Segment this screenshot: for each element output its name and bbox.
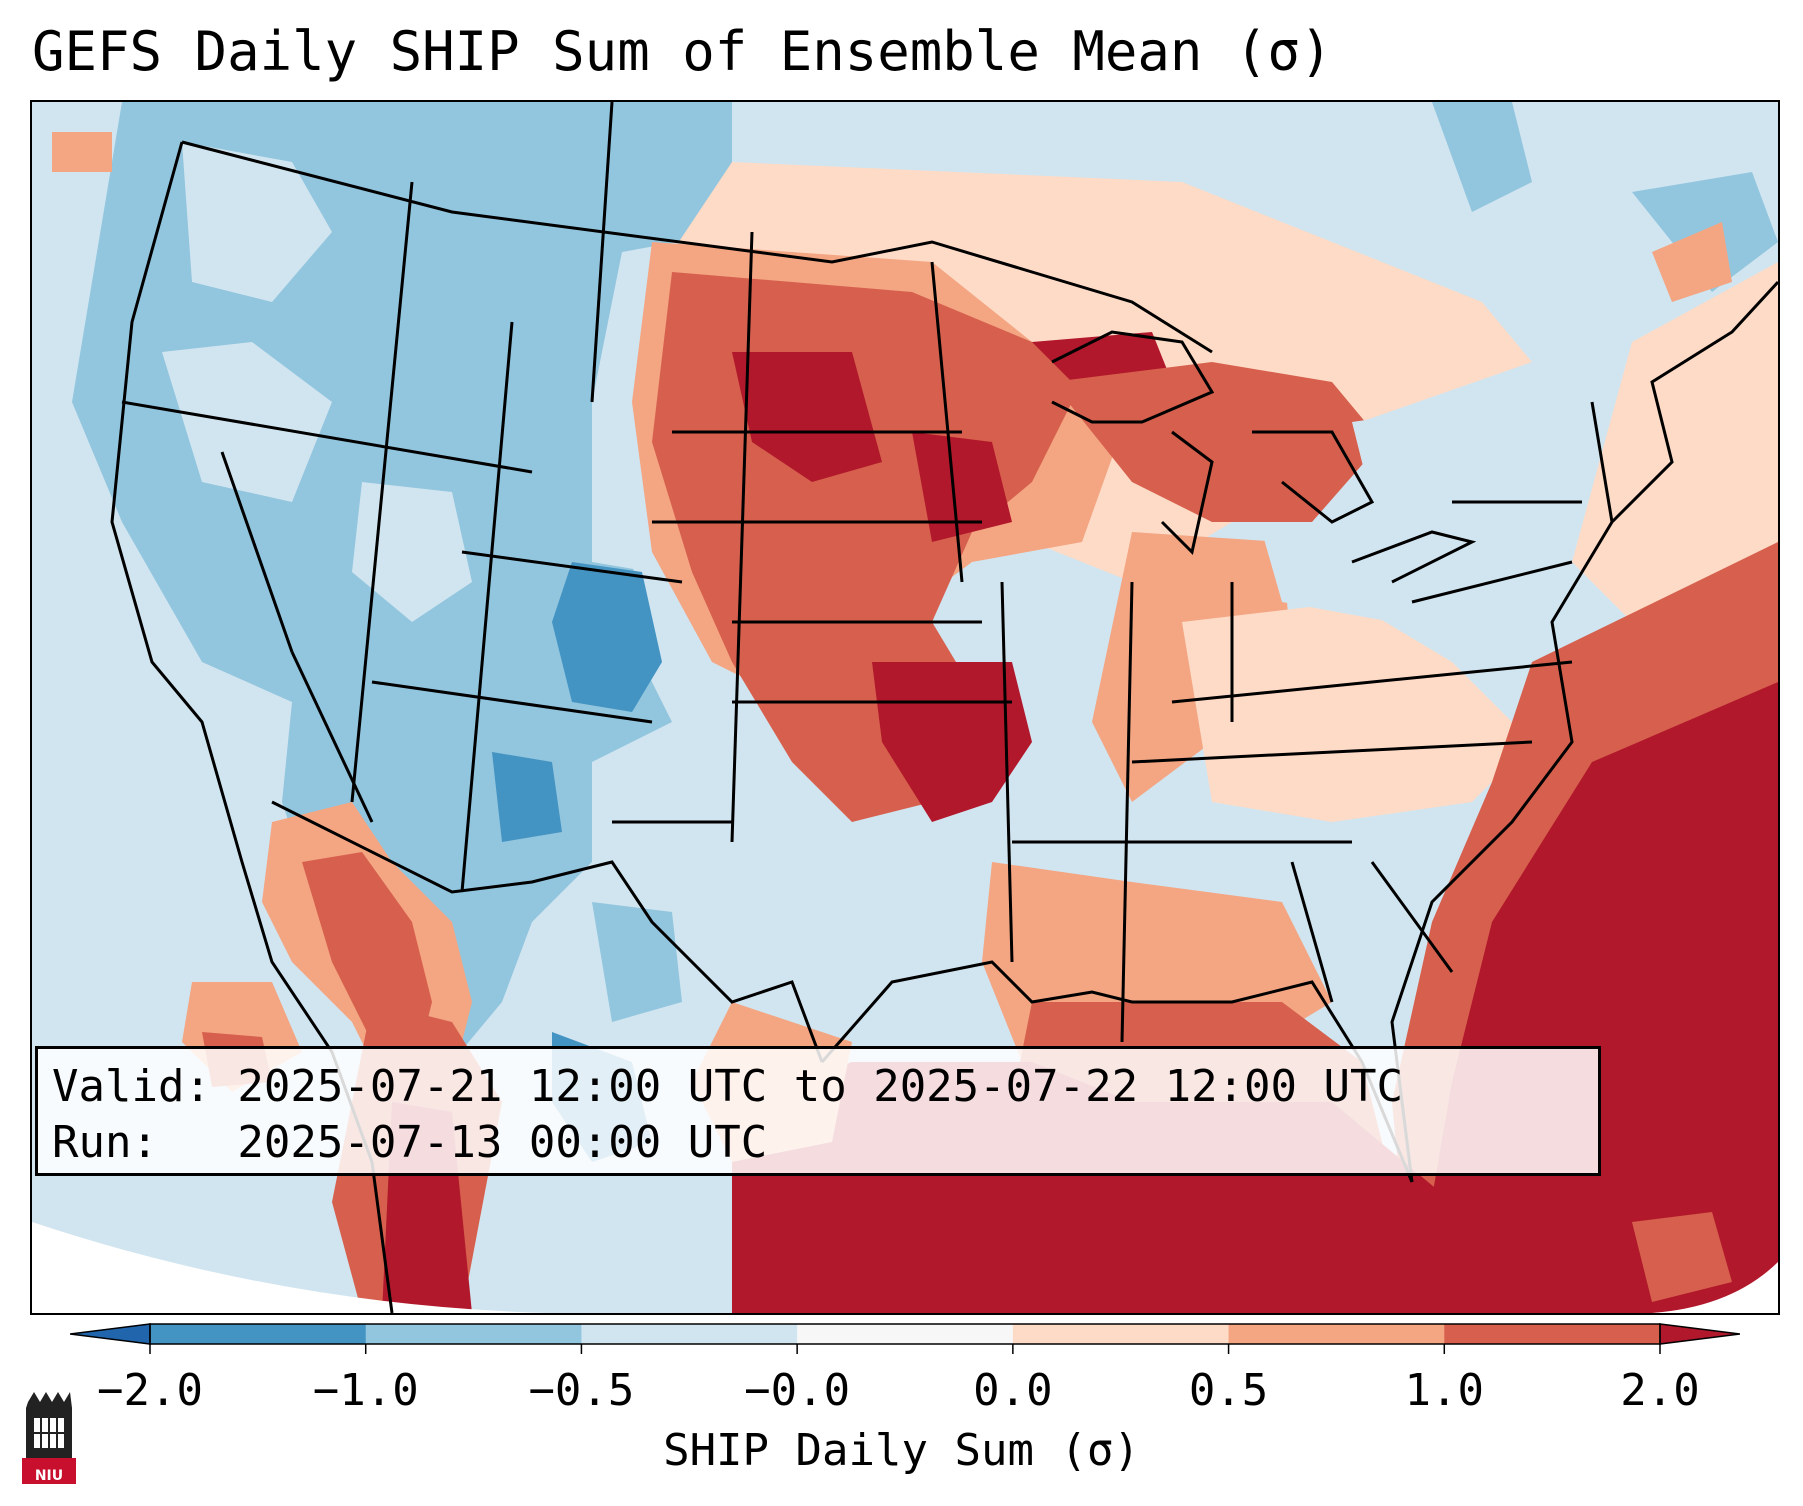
colorbar-segment (150, 1324, 367, 1344)
map-title: GEFS Daily SHIP Sum of Ensemble Mean (σ) (32, 20, 1333, 83)
colorbar-tick-label: 1.0 (1404, 1365, 1485, 1416)
colorbar-segment (1012, 1324, 1230, 1344)
state-borders (110, 102, 1778, 1313)
colorbar-tick-label: −1.0 (312, 1365, 419, 1416)
colorbar-tick-label: −2.0 (97, 1365, 203, 1416)
colorbar-tick-label: −0.0 (744, 1365, 851, 1416)
colorbar-segment (581, 1324, 798, 1344)
niu-logo-text: NIU (34, 1468, 64, 1484)
colorbar-extend-high (1659, 1323, 1740, 1345)
colorbar-extend-low (70, 1323, 151, 1345)
colorbar (70, 1323, 1740, 1354)
valid-time-line: Valid: 2025-07-21 12:00 UTC to 2025-07-2… (52, 1061, 1404, 1112)
colorbar-tick-label: 0.0 (973, 1365, 1053, 1416)
colorbar-segment (1444, 1324, 1661, 1344)
colorbar-segment (1228, 1324, 1445, 1344)
colorbar-tick-label: 0.5 (1188, 1365, 1269, 1416)
colorbar-ticks (149, 1344, 1661, 1354)
colorbar-segment (797, 1324, 1014, 1344)
colorbar-tick-label: 2.0 (1620, 1365, 1700, 1416)
colorbar-segment (365, 1324, 582, 1344)
valid-run-info-box: Valid: 2025-07-21 12:00 UTC to 2025-07-2… (35, 1046, 1601, 1176)
colorbar-label: SHIP Daily Sum (σ) (663, 1425, 1140, 1476)
colorbar-segments (150, 1324, 1661, 1344)
university-tower-icon (22, 1392, 76, 1484)
colorbar-tick-label: −0.5 (528, 1365, 635, 1416)
run-time-line: Run: 2025-07-13 00:00 UTC (52, 1117, 768, 1168)
